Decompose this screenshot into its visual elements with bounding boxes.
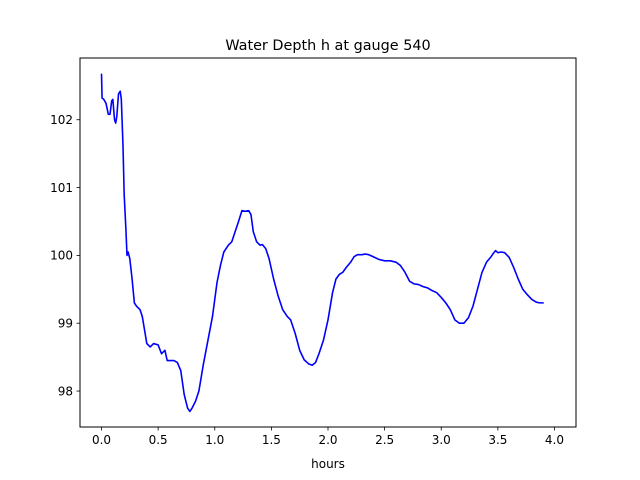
- y-tick-label: 99: [58, 317, 73, 331]
- y-axis-ticks: 98 99 100 101 102: [50, 113, 80, 398]
- x-tick-label: 0.0: [92, 433, 111, 447]
- chart-title: Water Depth h at gauge 540: [225, 38, 430, 54]
- x-tick-label: 0.5: [149, 433, 168, 447]
- x-axis-label: hours: [311, 457, 345, 471]
- x-tick-label: 2.5: [375, 433, 394, 447]
- series-line-water-depth: [100, 73, 544, 413]
- y-tick-label: 98: [58, 384, 73, 398]
- x-tick-label: 1.0: [205, 433, 224, 447]
- y-tick-label: 100: [50, 249, 73, 263]
- x-tick-label: 4.0: [545, 433, 564, 447]
- x-tick-label: 3.0: [432, 433, 451, 447]
- y-tick-label: 101: [50, 181, 73, 195]
- x-axis-ticks: 0.0 0.5 1.0 1.5 2.0 2.5 3.0 3.5 4.0: [92, 427, 564, 447]
- y-tick-label: 102: [50, 113, 73, 127]
- plot-frame: [79, 57, 577, 428]
- x-tick-label: 1.5: [262, 433, 281, 447]
- x-tick-label: 2.0: [318, 433, 337, 447]
- x-tick-label: 3.5: [488, 433, 507, 447]
